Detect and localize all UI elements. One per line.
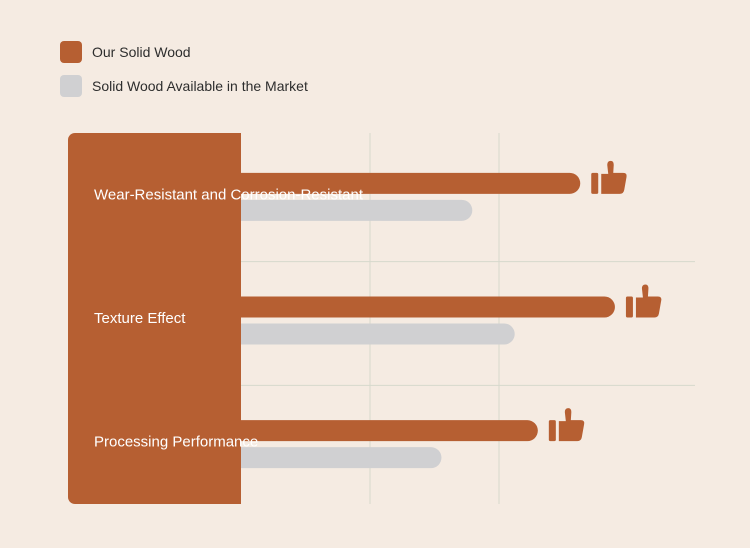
- category-label: Wear-Resistant and Corrosion-Resistant: [94, 186, 364, 203]
- legend-swatch-market-solid-wood: [60, 75, 82, 97]
- legend-item-market-solid-wood: Solid Wood Available in the Market: [60, 74, 308, 98]
- legend-label-our-solid-wood: Our Solid Wood: [92, 44, 191, 60]
- bar-market-solid-wood: [229, 323, 515, 345]
- category-label: Processing Performance: [94, 434, 258, 451]
- category-label-panel: [68, 133, 241, 504]
- bar-our-solid-wood: [229, 420, 538, 442]
- category-label: Texture Effect: [94, 310, 186, 327]
- category-label-panel-edge: [230, 133, 241, 504]
- legend-item-our-solid-wood: Our Solid Wood: [60, 40, 191, 64]
- bar-our-solid-wood: [229, 296, 615, 318]
- thumbs-up-icon: [591, 160, 627, 194]
- bar-market-solid-wood: [229, 447, 442, 469]
- bar-market-solid-wood: [229, 199, 473, 221]
- legend-label-market-solid-wood: Solid Wood Available in the Market: [92, 78, 308, 94]
- thumbs-up-icon: [548, 408, 585, 442]
- thumbs-up-icon: [625, 284, 662, 318]
- legend-swatch-our-solid-wood: [60, 41, 82, 63]
- bar-our-solid-wood: [229, 172, 581, 194]
